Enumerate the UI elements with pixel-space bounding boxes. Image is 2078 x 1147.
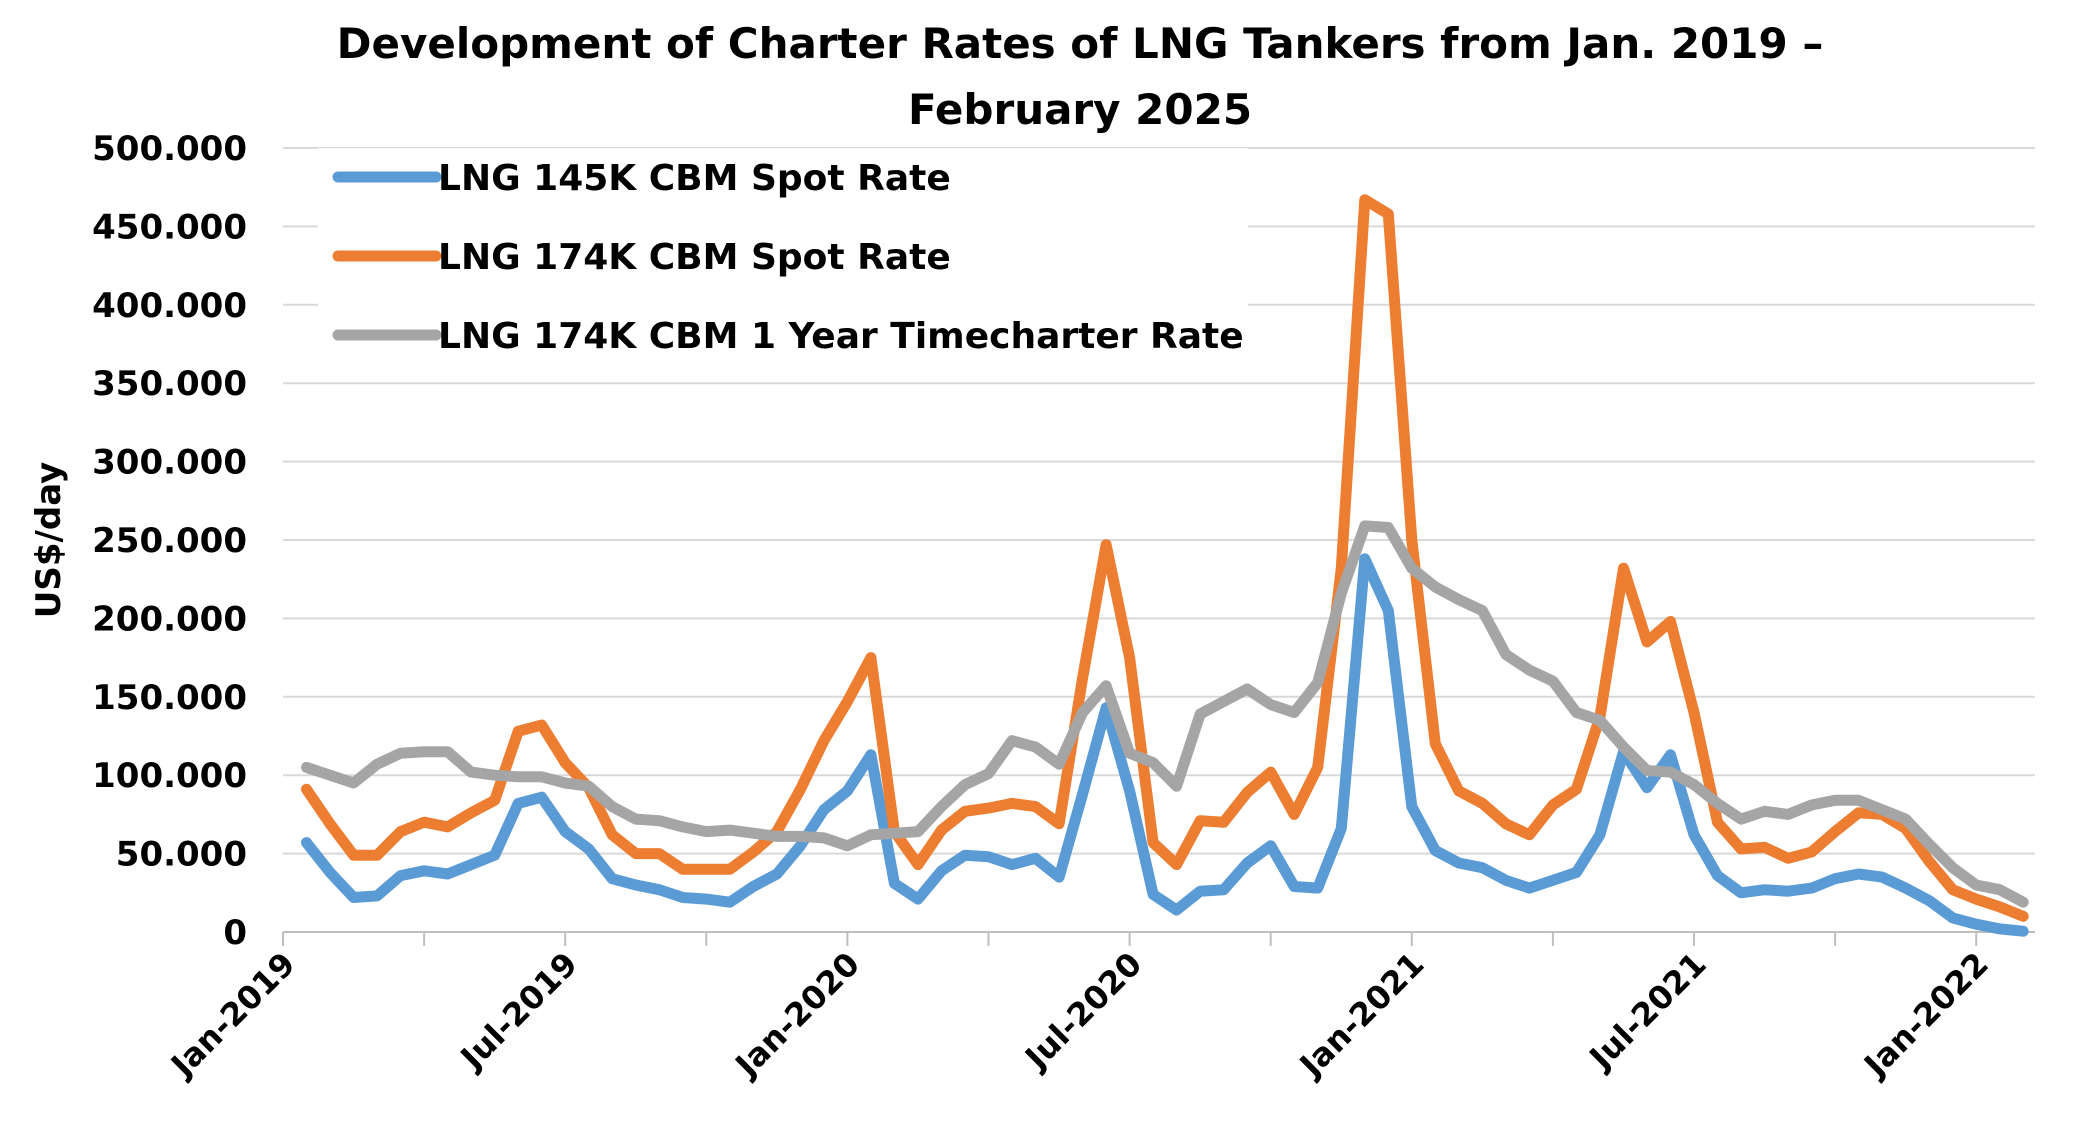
y-tick-label: 0 [223,913,247,953]
legend-label: LNG 145K CBM Spot Rate [438,158,951,199]
series-lines [301,194,2029,937]
y-tick-label: 450.000 [92,207,247,247]
x-tick-label: Jan-2019 [162,945,302,1085]
chart-title-line-2: February 2025 [908,85,1252,134]
legend-label: LNG 174K CBM 1 Year Timecharter Rate [438,316,1244,357]
y-axis-label: US$/day [29,462,69,619]
x-tick-label: Jul-2019 [452,945,585,1078]
y-tick-label: 250.000 [92,521,247,561]
y-tick-label: 500.000 [92,129,247,169]
x-tick-label: Jan-2020 [727,945,867,1085]
y-tick-label: 300.000 [92,443,247,483]
legend-background [318,148,1248,366]
y-tick-label: 50.000 [116,835,247,875]
y-tick-label: 350.000 [92,364,247,404]
x-tick-label: Jan-2022 [1855,945,1995,1085]
y-tick-label: 150.000 [92,678,247,718]
legend: LNG 145K CBM Spot Rate LNG 174K CBM Spot … [318,148,1248,366]
series-line-3 [301,520,2029,908]
y-tick-label: 100.000 [92,756,247,796]
x-tick-label: Jul-2020 [1016,945,1149,1078]
x-tick-label: Jan-2021 [1291,945,1431,1085]
chart-title-line-1: Development of Charter Rates of LNG Tank… [337,19,1824,68]
x-tick-label: Jul-2021 [1581,945,1714,1078]
y-tick-label: 200.000 [92,599,247,639]
y-tick-label: 400.000 [92,286,247,326]
legend-label: LNG 174K CBM Spot Rate [438,237,951,278]
series-line-1 [301,553,2029,937]
